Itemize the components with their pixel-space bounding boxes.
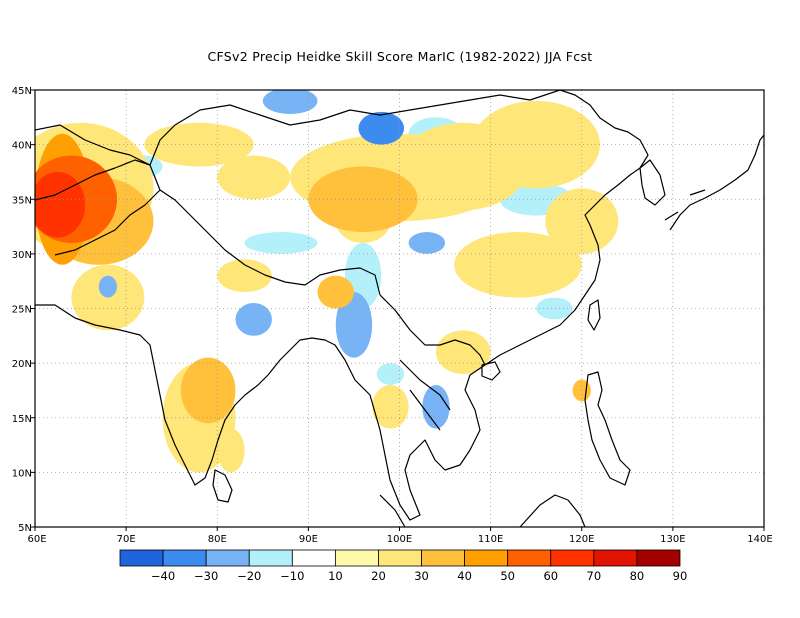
himalaya-border bbox=[54, 189, 381, 296]
colorbar-swatch bbox=[162, 549, 207, 567]
axis-ticks: 60E 70E 80E 90E 100E 110E 120E 130E 140E 5N 10N 15N… bbox=[12, 86, 773, 545]
colorbar-label: 50 bbox=[500, 569, 515, 583]
skill-patch bbox=[244, 232, 318, 254]
gridlines bbox=[35, 90, 764, 527]
colorbar-label: 20 bbox=[371, 569, 386, 583]
japan bbox=[664, 134, 764, 231]
sumatra bbox=[379, 494, 406, 527]
taiwan bbox=[587, 299, 601, 331]
asia-coastline bbox=[35, 90, 649, 521]
lat-tick-label: 10N bbox=[12, 468, 32, 479]
china-north-border bbox=[149, 90, 561, 166]
colorbar: −40 −30 −20 −10 10 20 30 40 50 60 70 80 90 bbox=[119, 549, 688, 583]
kazakh-border bbox=[35, 124, 151, 166]
lat-tick-label: 5N bbox=[18, 523, 32, 534]
lon-tick-label: 100E bbox=[387, 534, 412, 545]
skill-patch bbox=[98, 275, 118, 298]
skill-patch bbox=[180, 357, 236, 424]
lon-tick-label: 140E bbox=[747, 534, 772, 545]
colorbar-label: 70 bbox=[587, 569, 602, 583]
lat-tick-label: 40N bbox=[12, 141, 32, 152]
skill-patch bbox=[454, 232, 582, 298]
se-asia-border bbox=[379, 294, 486, 431]
colorbar-label: 30 bbox=[414, 569, 429, 583]
colorbar-swatch bbox=[334, 549, 379, 567]
philippines bbox=[584, 371, 631, 486]
korea bbox=[639, 159, 666, 206]
lat-tick-label: 30N bbox=[12, 250, 32, 261]
colorbar-label: 10 bbox=[328, 569, 343, 583]
skill-patch bbox=[317, 275, 354, 309]
colorbar-label: 80 bbox=[630, 569, 645, 583]
skill-patch bbox=[217, 259, 272, 293]
skill-patch bbox=[408, 232, 446, 254]
colorbar-label: −30 bbox=[194, 569, 218, 583]
lon-tick-label: 70E bbox=[117, 534, 136, 545]
skill-patch bbox=[217, 428, 245, 473]
colorbar-label: −20 bbox=[237, 569, 261, 583]
colorbar-swatch bbox=[248, 549, 293, 567]
colorbar-label: −40 bbox=[151, 569, 175, 583]
lat-tick-label: 15N bbox=[12, 414, 32, 425]
colorbar-swatch bbox=[636, 549, 681, 567]
lat-tick-label: 25N bbox=[12, 305, 32, 316]
colorbar-label: 90 bbox=[673, 569, 688, 583]
map-title: CFSv2 Precip Heidke Skill Score MarIC (1… bbox=[207, 49, 593, 64]
skill-patch bbox=[472, 100, 600, 189]
skill-patch bbox=[536, 297, 573, 320]
skill-patch bbox=[71, 264, 145, 331]
lon-tick-label: 120E bbox=[569, 534, 594, 545]
lat-tick-label: 20N bbox=[12, 359, 32, 370]
lon-tick-label: 60E bbox=[27, 534, 46, 545]
coastlines bbox=[35, 90, 764, 527]
hainan bbox=[481, 361, 501, 381]
colorbar-swatch bbox=[119, 549, 164, 567]
colorbar-label: 40 bbox=[457, 569, 472, 583]
lat-tick-label: 45N bbox=[12, 86, 32, 97]
colorbar-swatch bbox=[205, 549, 250, 567]
colorbar-label: −10 bbox=[280, 569, 304, 583]
skill-patch bbox=[376, 363, 405, 385]
colorbar-swatch bbox=[378, 549, 422, 567]
skill-patch bbox=[545, 188, 619, 254]
lon-tick-label: 80E bbox=[208, 534, 227, 545]
lon-tick-label: 90E bbox=[299, 534, 318, 545]
borneo bbox=[519, 494, 586, 527]
skill-patch bbox=[217, 155, 291, 200]
colorbar-swatch bbox=[464, 549, 509, 567]
skill-patch bbox=[262, 90, 318, 115]
lon-tick-label: 130E bbox=[660, 534, 685, 545]
sri-lanka bbox=[212, 469, 233, 503]
colorbar-swatch bbox=[507, 549, 552, 567]
colorbar-swatch bbox=[593, 549, 638, 567]
colorbar-swatch bbox=[421, 549, 466, 567]
colorbar-label: 60 bbox=[543, 569, 558, 583]
lat-tick-label: 35N bbox=[12, 195, 32, 206]
skill-patch bbox=[235, 303, 272, 336]
colorbar-swatch bbox=[550, 549, 595, 567]
lon-tick-label: 110E bbox=[478, 534, 503, 545]
skill-patch bbox=[344, 242, 382, 309]
skill-patch bbox=[422, 384, 450, 429]
skill-patch bbox=[358, 111, 405, 145]
colorbar-swatch bbox=[291, 549, 336, 567]
skill-patch bbox=[35, 171, 86, 238]
